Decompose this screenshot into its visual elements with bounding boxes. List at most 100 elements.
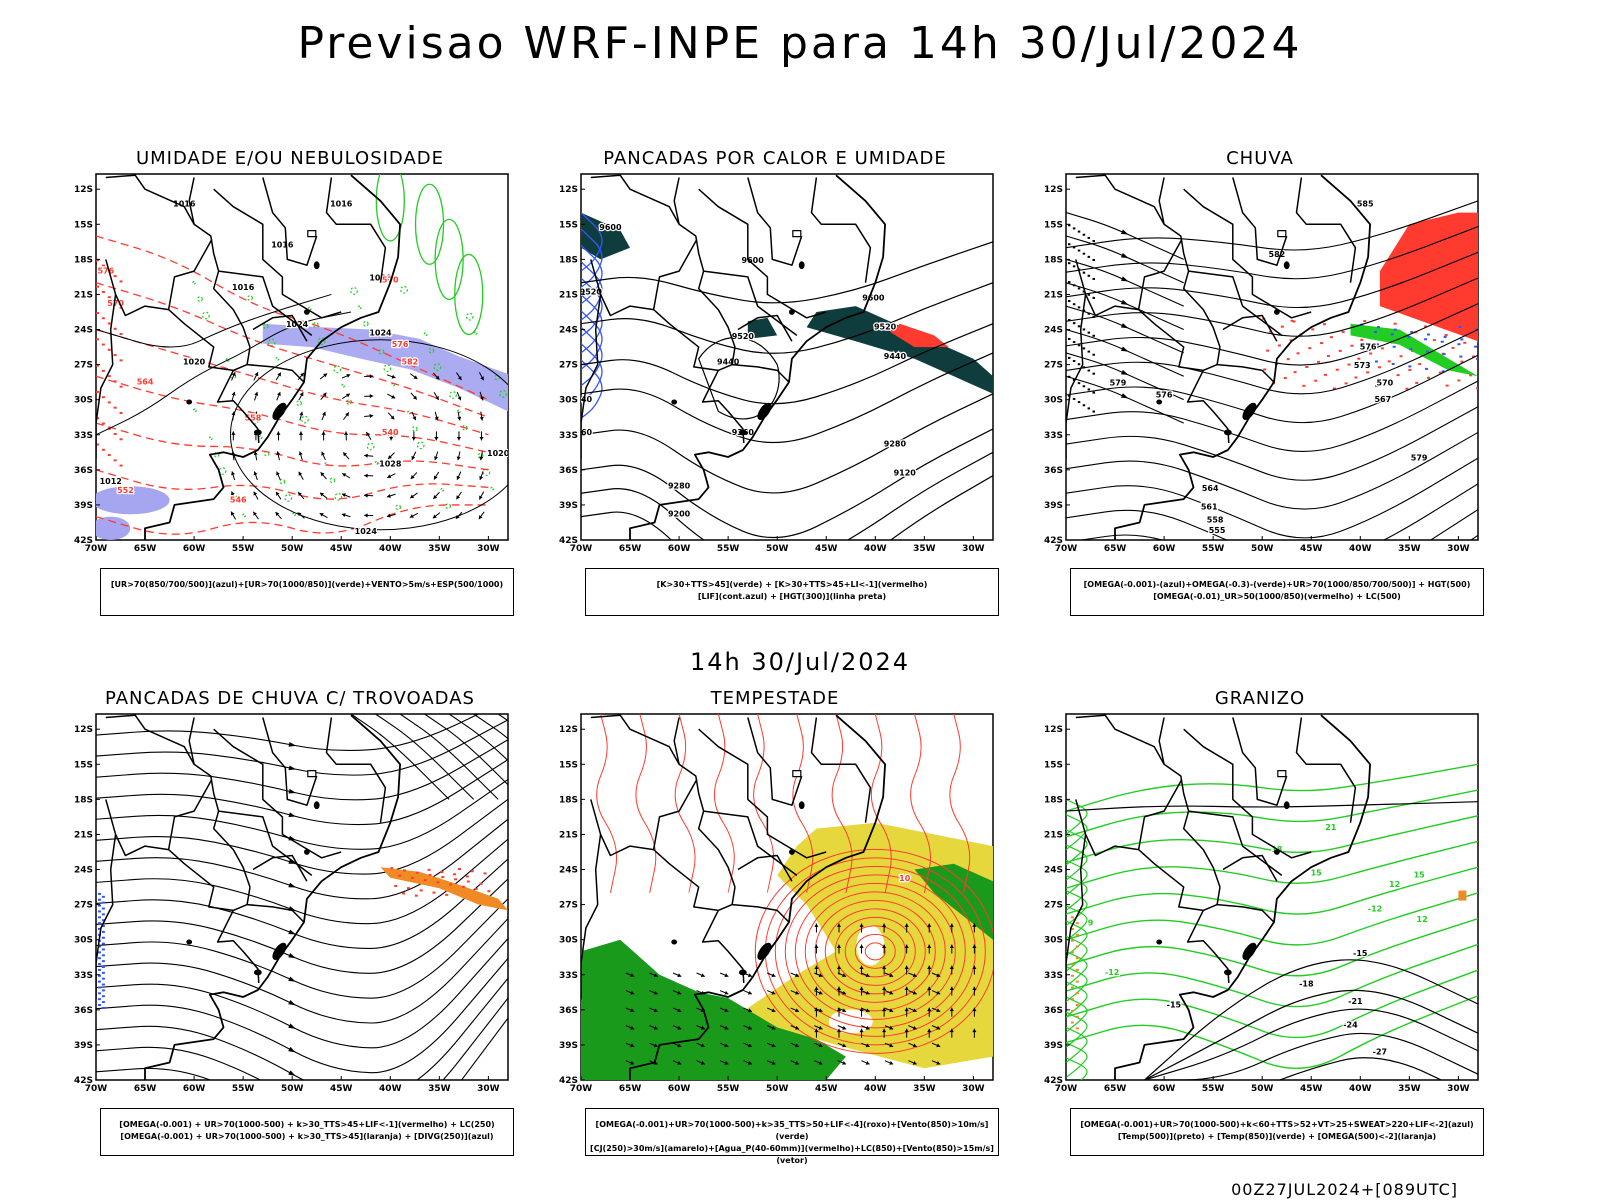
height-contour [581,428,993,539]
legend-line: [OMEGA(-0.001)-(azul)+OMEGA(-0.3)-(verde… [1083,580,1471,589]
border-line [590,714,736,888]
border-line [218,270,313,337]
border-line [325,717,387,823]
rain-speckle [1408,368,1412,371]
lat-label: 12S [559,185,578,195]
border-line [732,363,790,383]
wind-vector-head [927,965,932,970]
lon-label: 45W [330,1084,353,1094]
lake [1156,399,1163,405]
rain-speckle [1360,338,1364,341]
terrain-speckle [1082,366,1086,369]
humidity-speckle [107,348,111,351]
lon-label: 65W [134,1084,157,1094]
border-line [581,294,602,461]
terrain-speckle [1072,284,1076,287]
federal-district [307,230,317,238]
lon-label: 30W [962,1084,985,1094]
streamline-arrow [1120,346,1129,352]
wind-vector-head [882,965,887,970]
divergence-speckle [101,919,105,922]
terrain-speckle [1072,303,1076,306]
divergence-speckle [97,980,101,983]
border-line [105,799,169,857]
panel-title: PANCADAS POR CALOR E UMIDADE [603,148,947,169]
federal-district [792,230,802,238]
wind-vector-head [231,411,236,416]
wind-vector-head [949,944,954,948]
basemap [95,713,509,1081]
border-line [188,177,195,225]
humidity-contour [434,218,464,301]
wind-vector-head [254,372,259,377]
wind-vector-head [927,923,932,927]
streamline-850 [754,848,993,1054]
wind-vector-head [771,1008,776,1013]
wind-vector-head [321,451,326,456]
rain-speckle [1289,339,1293,342]
wind-vector-head [630,1025,635,1030]
contour-label: 576 [97,266,114,275]
wind-vector-head [479,436,484,441]
divergence-speckle [97,916,101,919]
terrain-speckle [1092,391,1095,394]
thunderstorm-speckle [428,873,432,876]
rain-speckle [1366,371,1370,374]
lat-label: 33S [1044,971,1063,981]
divergence-speckle [97,968,101,971]
wind-vector-head [300,372,304,377]
contour-label: 585 [1357,200,1374,209]
divergence-speckle [97,910,101,913]
humidity-contour [334,492,343,501]
wind-vector-head [972,965,977,970]
rain-speckle [1438,371,1442,374]
lat-label: 24S [1044,866,1063,876]
rain-speckle [1380,347,1384,350]
humidity-contour [411,426,418,432]
wind-vector-head [912,990,917,995]
wind-vector-head [865,973,870,978]
divergence-speckle [97,892,101,895]
temp-500-contour [1144,989,1478,1080]
rain-speckle [1375,385,1378,388]
wind-vector-head [795,1008,799,1013]
wind-vector-head [927,1007,932,1012]
border-line [216,346,260,443]
lat-label: 15S [1044,220,1063,230]
border-line [1066,834,1087,1001]
lifted-index-contour [581,293,603,354]
lat-label: 30S [559,936,578,946]
lon-label: 60W [183,1084,206,1094]
contour-label: 9600 [599,223,622,232]
wind-vector-head [724,1008,729,1013]
lat-label: 18S [559,255,578,265]
border-line [96,294,117,461]
lat-label: 30S [559,396,578,406]
streamline-arrow [288,765,297,771]
height-contour [581,451,993,540]
temp-500-contour [1066,801,1478,812]
lagoon [272,942,287,960]
streamline [96,878,508,974]
lifted-index-contour [581,212,603,272]
legend-line: [OMEGA(-0.001)+UR>70(1000-500)+k>35_TTS>… [595,1120,989,1141]
border-line [1295,717,1357,823]
contour-label: 558 [245,414,262,423]
lagoon [757,942,772,960]
rain-speckle [1457,379,1461,382]
terrain-speckle [1092,277,1095,280]
lake [738,969,747,976]
omega-speckle [1070,963,1074,966]
rain-blue [1375,343,1379,346]
wind-vector-head [724,1060,729,1065]
wind-vector-head [341,493,346,498]
thunderstorm-speckle [394,884,398,887]
wind-vector-head [795,990,799,995]
wind-vector-head [343,452,348,457]
streamline [96,898,508,999]
wind-vector-head [653,1060,658,1065]
wind-vector-head [411,436,416,441]
rain-blue [1390,333,1394,336]
